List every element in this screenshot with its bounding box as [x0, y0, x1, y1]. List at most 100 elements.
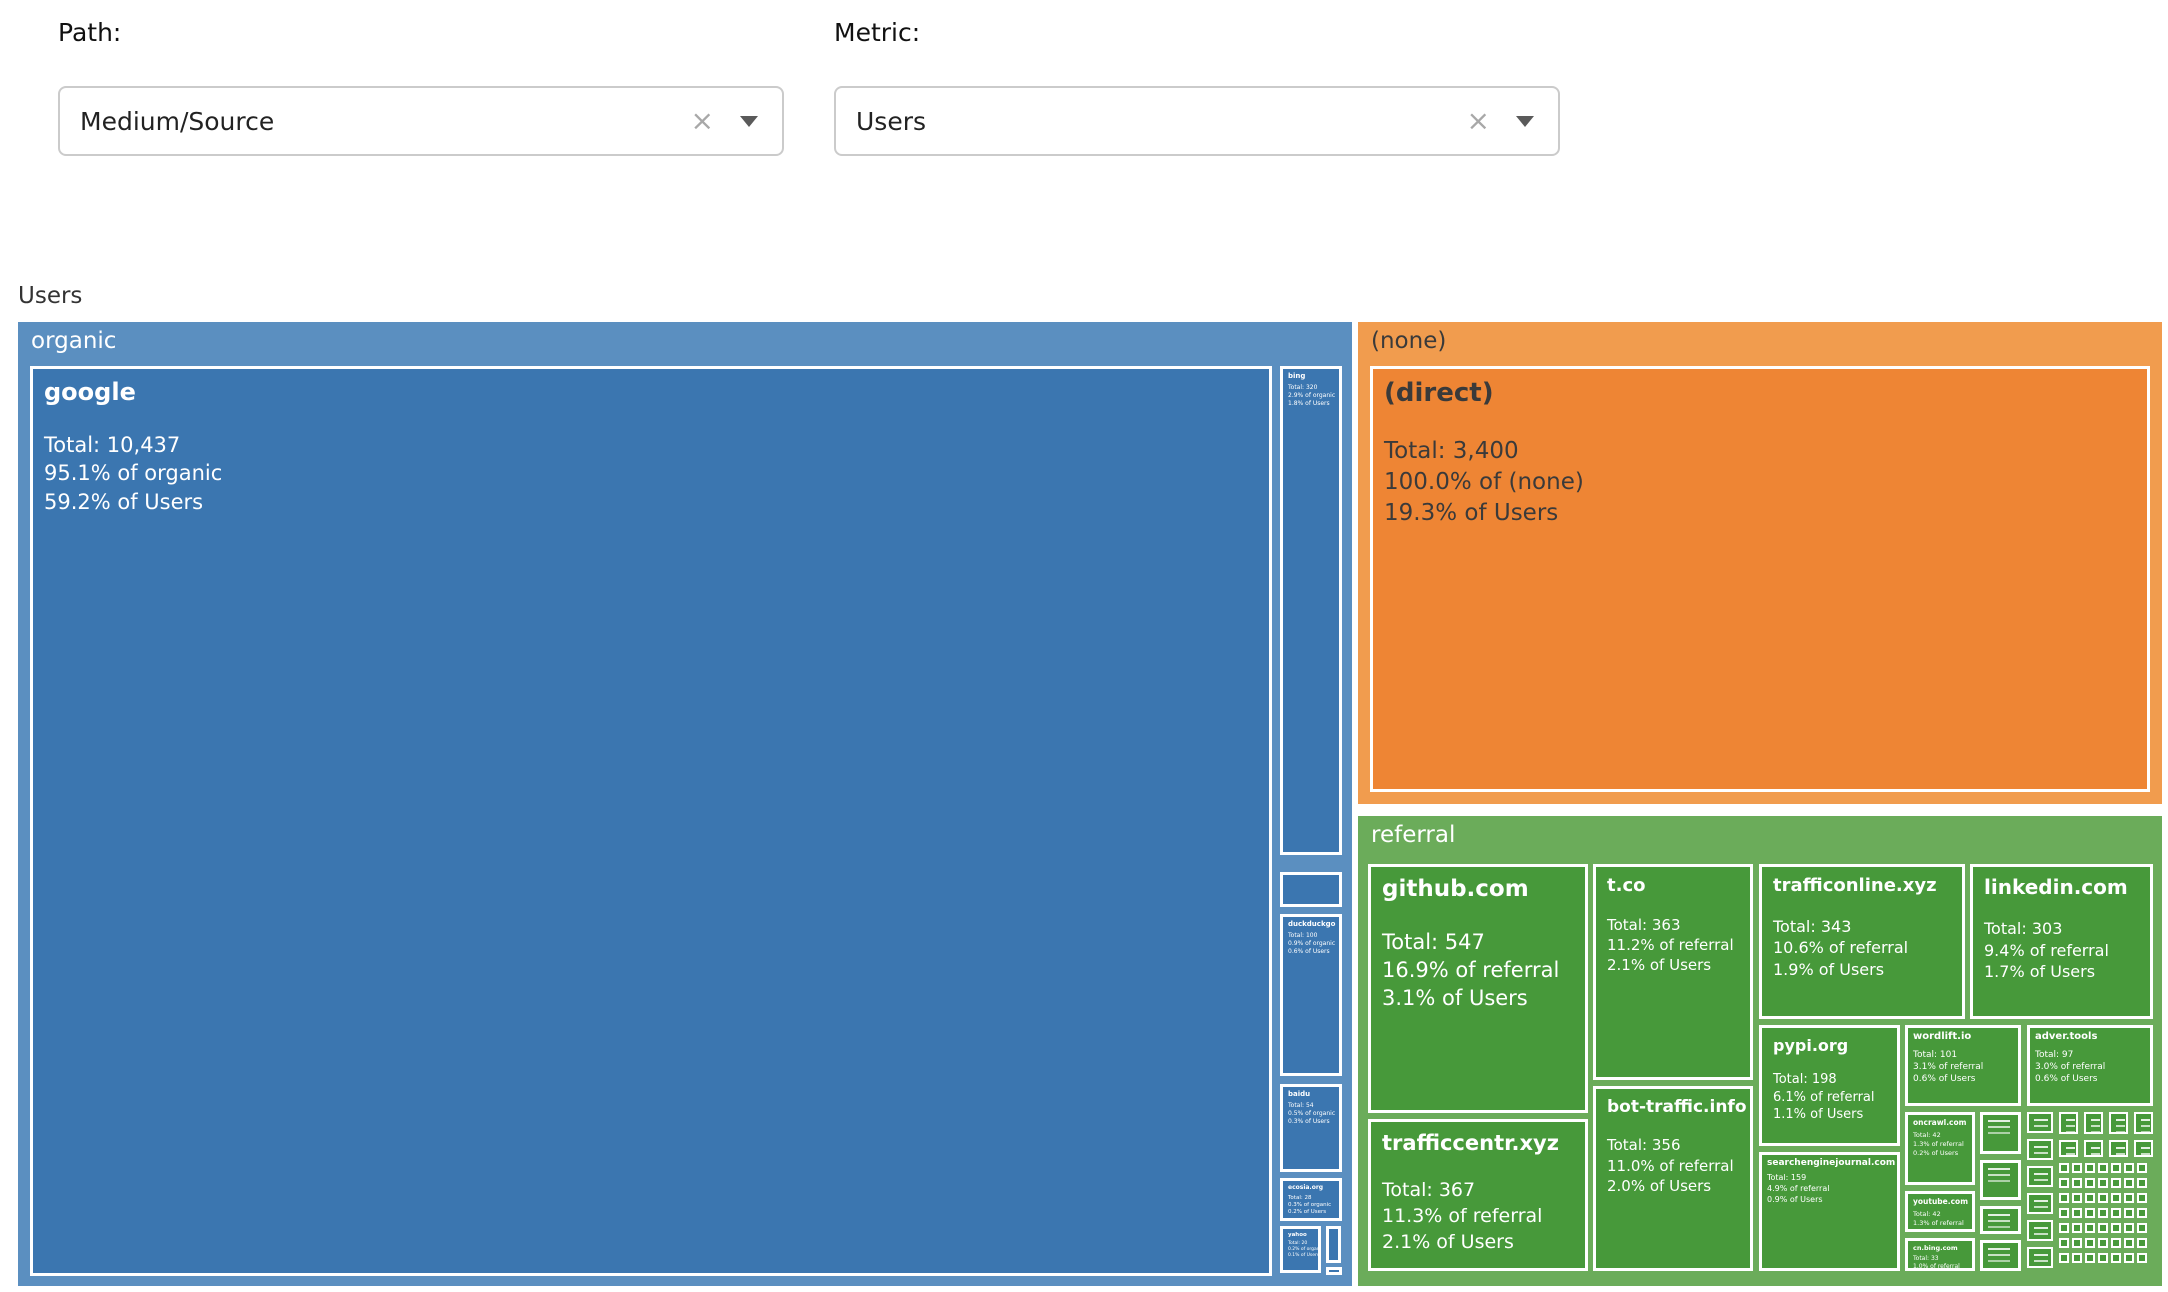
treemap-node-small[interactable] — [1980, 1206, 2021, 1234]
treemap-node-small[interactable] — [2085, 1223, 2095, 1233]
treemap-node-small[interactable] — [2084, 1140, 2103, 1157]
treemap-node-google[interactable]: google Total: 10,437 95.1% of organic 59.2%… — [30, 366, 1272, 1276]
treemap-node-small[interactable] — [2085, 1178, 2095, 1188]
treemap-node-small[interactable] — [1980, 1240, 2021, 1271]
treemap-node-small[interactable] — [2111, 1208, 2121, 1218]
treemap-node-bot-traffic.info[interactable]: bot-traffic.info Total: 356 11.0% of refer… — [1593, 1086, 1753, 1271]
treemap-node-small[interactable] — [2124, 1178, 2134, 1188]
treemap-node-small[interactable] — [2098, 1238, 2108, 1248]
treemap-node-small[interactable] — [2085, 1193, 2095, 1203]
treemap-node-small[interactable] — [2098, 1208, 2108, 1218]
chevron-down-icon[interactable] — [1516, 115, 1534, 127]
node-stat-line: 10.6% of referral — [1773, 938, 1909, 958]
treemap-node-small[interactable] — [2072, 1253, 2082, 1263]
treemap-node-trafficonline.xyz[interactable]: trafficonline.xyz Total: 343 10.6% of refe… — [1759, 864, 1965, 1019]
treemap-node-adver.tools[interactable]: adver.tools Total: 97 3.0% of referral 0.6%… — [2027, 1025, 2153, 1106]
treemap-node-small[interactable] — [2072, 1193, 2082, 1203]
node-label: bing — [1288, 372, 1306, 380]
treemap-node-small[interactable] — [1326, 1267, 1342, 1275]
treemap-node-small[interactable] — [2084, 1112, 2103, 1134]
treemap-node-small[interactable] — [2111, 1193, 2121, 1203]
treemap-node-pypi.org[interactable]: pypi.org Total: 198 6.1% of referral 1.1% o… — [1759, 1025, 1900, 1146]
treemap-node-small[interactable] — [2111, 1253, 2121, 1263]
treemap-node-small[interactable] — [2072, 1208, 2082, 1218]
treemap-node-small[interactable] — [2072, 1223, 2082, 1233]
treemap-node-small[interactable] — [2137, 1178, 2147, 1188]
treemap-node-bing[interactable]: bing Total: 320 2.9% of organic 1.8% of Use… — [1280, 366, 1342, 855]
treemap-node-small[interactable] — [2059, 1223, 2069, 1233]
treemap-node-small[interactable] — [2137, 1238, 2147, 1248]
treemap-node-small[interactable] — [2085, 1163, 2095, 1173]
treemap-node-small[interactable] — [2027, 1166, 2053, 1187]
treemap-node-small[interactable] — [2098, 1253, 2108, 1263]
treemap-node-small[interactable] — [2137, 1253, 2147, 1263]
treemap-node-oncrawl.com[interactable]: oncrawl.com Total: 42 1.3% of referral 0.2%… — [1905, 1112, 1975, 1185]
treemap-node-small[interactable] — [2098, 1163, 2108, 1173]
treemap-node-wordlift.io[interactable]: wordlift.io Total: 101 3.1% of referral 0.6… — [1905, 1025, 2021, 1106]
clear-icon[interactable]: × — [1466, 104, 1490, 137]
treemap-node-small[interactable] — [2085, 1238, 2095, 1248]
treemap-node-small[interactable] — [2111, 1238, 2121, 1248]
treemap-node-linkedin.com[interactable]: linkedin.com Total: 303 9.4% of referral 1.… — [1970, 864, 2153, 1019]
path-select[interactable]: Medium/Source × — [58, 86, 784, 156]
treemap-node-yahoo[interactable]: yahoo Total: 20 0.2% of organic 0.1% of Use… — [1280, 1226, 1321, 1273]
treemap-node-ecosia.org[interactable]: ecosia.org Total: 28 0.3% of organic 0.2% o… — [1280, 1178, 1342, 1221]
treemap-node-small[interactable] — [2027, 1139, 2053, 1160]
treemap-node-small[interactable] — [2111, 1223, 2121, 1233]
treemap-node-small[interactable] — [2072, 1238, 2082, 1248]
treemap-node-small[interactable] — [2059, 1112, 2078, 1134]
treemap-node-t.co[interactable]: t.co Total: 363 11.2% of referral 2.1% of U… — [1593, 864, 1753, 1080]
treemap-node-small[interactable] — [2059, 1163, 2069, 1173]
treemap-node-trafficcentr.xyz[interactable]: trafficcentr.xyz Total: 367 11.3% of refer… — [1368, 1119, 1588, 1271]
treemap-node-small[interactable] — [2137, 1163, 2147, 1173]
treemap-node-(direct)[interactable]: (direct) Total: 3,400 100.0% of (none) 19.3… — [1370, 366, 2150, 792]
treemap-node-searchenginejournal.com[interactable]: searchenginejournal.com Total: 159 4.9% of… — [1759, 1152, 1900, 1271]
treemap-node-small[interactable] — [2072, 1163, 2082, 1173]
treemap-node-small[interactable] — [2134, 1140, 2153, 1157]
treemap-node-small[interactable] — [2059, 1178, 2069, 1188]
treemap-node-small[interactable] — [2124, 1208, 2134, 1218]
node-stat-line: 0.2% of Users — [1913, 1148, 1959, 1157]
treemap-node-small[interactable] — [2137, 1208, 2147, 1218]
treemap-node-small[interactable] — [1326, 1226, 1341, 1263]
chevron-down-icon[interactable] — [740, 115, 758, 127]
treemap-node-small[interactable] — [2124, 1163, 2134, 1173]
treemap-node-small[interactable] — [2124, 1253, 2134, 1263]
treemap-node-small[interactable] — [2111, 1178, 2121, 1188]
treemap-node-small[interactable] — [2137, 1223, 2147, 1233]
treemap-node-small[interactable] — [2027, 1193, 2053, 1214]
treemap-node-small[interactable] — [2059, 1208, 2069, 1218]
treemap-node-small[interactable] — [2027, 1220, 2053, 1241]
treemap-node-small[interactable] — [2109, 1140, 2128, 1157]
treemap-node-small[interactable] — [1980, 1112, 2021, 1154]
treemap-node-github.com[interactable]: github.com Total: 547 16.9% of referral 3.1… — [1368, 864, 1588, 1113]
treemap-node-small[interactable] — [2059, 1238, 2069, 1248]
treemap-node-small[interactable] — [2059, 1253, 2069, 1263]
treemap-node-small[interactable] — [2098, 1223, 2108, 1233]
treemap-node-small[interactable] — [2059, 1193, 2069, 1203]
treemap-node-small[interactable] — [2027, 1247, 2053, 1268]
treemap-node-baidu[interactable]: baidu Total: 54 0.5% of organic 0.3% of Use… — [1280, 1084, 1342, 1172]
treemap-node-small[interactable] — [2098, 1178, 2108, 1188]
treemap-node-small[interactable] — [2124, 1223, 2134, 1233]
clear-icon[interactable]: × — [690, 104, 714, 137]
treemap-node-small[interactable] — [2134, 1112, 2153, 1134]
treemap-node-small[interactable] — [2027, 1112, 2053, 1133]
treemap-node-small[interactable] — [2124, 1238, 2134, 1248]
treemap-node-small[interactable] — [1980, 1160, 2021, 1200]
treemap-node-small[interactable] — [2072, 1178, 2082, 1188]
treemap-node-small[interactable] — [1280, 872, 1342, 907]
treemap-node-small[interactable] — [2124, 1193, 2134, 1203]
treemap-node-small[interactable] — [2109, 1112, 2128, 1134]
treemap-node-small[interactable] — [2137, 1193, 2147, 1203]
treemap-node-duckduckgo[interactable]: duckduckgo Total: 100 0.9% of organic 0.6% … — [1280, 914, 1342, 1076]
metric-select[interactable]: Users × — [834, 86, 1560, 156]
treemap-node-small[interactable] — [2085, 1208, 2095, 1218]
treemap-node-small[interactable] — [2059, 1140, 2078, 1157]
node-stat-line: Total: 42 — [1913, 1131, 1941, 1140]
treemap-node-small[interactable] — [2098, 1193, 2108, 1203]
treemap-node-youtube.com[interactable]: youtube.com Total: 42 1.3% of referral 0.2%… — [1905, 1191, 1975, 1232]
treemap-node-small[interactable] — [2111, 1163, 2121, 1173]
treemap-node-small[interactable] — [2085, 1253, 2095, 1263]
